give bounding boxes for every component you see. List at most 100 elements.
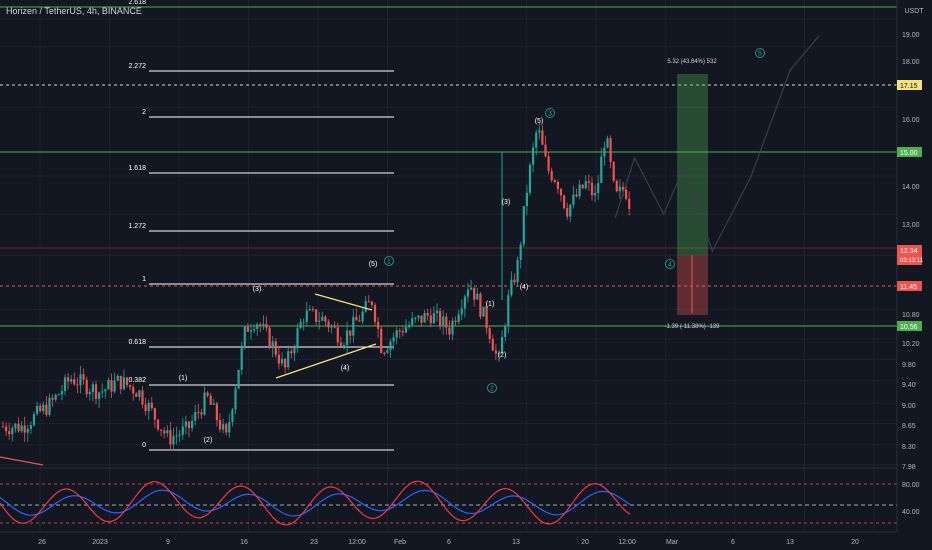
candle-body (253, 328, 256, 331)
triangle-lower (275, 343, 377, 379)
candle-body (398, 330, 401, 332)
wave-label-sub: (5) (535, 118, 544, 125)
fib-level-label: 0.382 (128, 377, 146, 384)
candle-body (355, 316, 358, 321)
osc-slow-line (0, 489, 631, 517)
candle-body (528, 164, 532, 193)
candle-body (1, 426, 5, 428)
candle-body (395, 330, 398, 338)
candle-body (73, 379, 76, 385)
candle-body (42, 404, 45, 412)
time-tick-label: 13 (512, 539, 520, 546)
candle-body (135, 393, 138, 397)
candle-body (296, 328, 299, 349)
fib-level-label: 2.618 (128, 0, 146, 6)
candle-body (342, 344, 346, 346)
candle-body (231, 409, 234, 422)
price-tick-label: 10.80 (902, 312, 920, 319)
candle-body (11, 428, 14, 435)
price-tag (897, 321, 922, 331)
candle-body (280, 358, 284, 364)
long-position-tool[interactable]: 5.32 (43.64%) 532 -1.39 (-11.38%) -139 (665, 59, 721, 330)
candle-body (370, 301, 373, 305)
time-tick-label: 12:00 (618, 539, 636, 546)
wave-label-sub: (1) (486, 301, 495, 308)
candle-body (435, 310, 439, 314)
candle-body (222, 424, 225, 430)
fib-level-label: 0 (142, 442, 146, 449)
fib-level-label: 2 (142, 109, 146, 116)
price-tick-label: 9.00 (902, 403, 916, 410)
osc-tick-label: 40.00 (902, 509, 920, 516)
candle-body (237, 369, 240, 389)
candle-body (156, 419, 160, 430)
oscillator-pane[interactable] (0, 467, 897, 526)
candle-body (284, 358, 287, 368)
candle-body (98, 392, 101, 399)
candle-body (525, 192, 528, 207)
candle-body (497, 353, 501, 355)
candle-body (26, 428, 29, 433)
candle-body (442, 316, 445, 327)
candle-body (36, 405, 39, 414)
candle-body (482, 306, 485, 317)
time-axis-bg (0, 532, 932, 550)
drawings[interactable] (0, 35, 820, 466)
candle-body (101, 391, 104, 393)
wave-label-circle (755, 48, 765, 58)
candle-body (457, 314, 460, 322)
candle-body (553, 180, 556, 183)
candle-body (466, 289, 470, 297)
candle-body (563, 195, 566, 209)
candle-body (389, 341, 392, 351)
candle-body (575, 194, 578, 197)
candle-body (138, 390, 141, 397)
candle-body (485, 306, 488, 329)
candle-body (401, 331, 404, 333)
candle-body (88, 392, 91, 395)
candle-body (218, 420, 222, 430)
candle-body (82, 374, 85, 380)
candle-body (513, 279, 516, 283)
candle-body (501, 336, 504, 354)
candle-body (476, 293, 479, 300)
candle-body (160, 429, 163, 431)
candle-body (287, 351, 290, 368)
candle-body (268, 327, 271, 349)
candle-body (259, 324, 262, 327)
price-tag (897, 80, 922, 90)
candle-body (581, 184, 584, 189)
candle-body (504, 326, 507, 337)
candle-body (277, 354, 280, 364)
candle-body (163, 430, 166, 434)
time-tick-label: 20 (581, 539, 589, 546)
trend-line-red (0, 456, 44, 466)
candle-body (432, 313, 435, 324)
candle-body (451, 320, 454, 335)
horizontal-lines[interactable] (0, 6, 897, 327)
symbol-header: Horizen / TetherUS, 4h, BINANCE (6, 6, 142, 16)
wave-label-circle (665, 259, 675, 269)
candle-body (417, 315, 420, 318)
price-tag-value: 10.56 (900, 324, 918, 331)
candle-body (57, 394, 60, 396)
candle-body (404, 327, 408, 333)
candle-body (383, 352, 386, 354)
price-tick-label: 10.20 (902, 341, 920, 348)
candle-body (293, 348, 296, 354)
candle-body (423, 313, 426, 323)
osc-fast-line (0, 480, 631, 526)
candle-body (178, 434, 181, 436)
candle-body (603, 147, 606, 157)
candle-body (414, 317, 417, 319)
candle-body (14, 423, 17, 429)
candle-body (23, 425, 26, 433)
projected-path (614, 35, 820, 253)
candle-body (597, 183, 600, 194)
candle-body (429, 315, 432, 324)
time-tick-label: 6 (731, 539, 735, 546)
time-tick-label: 16 (240, 539, 248, 546)
candle-body (150, 402, 153, 409)
candle-body (473, 287, 476, 300)
